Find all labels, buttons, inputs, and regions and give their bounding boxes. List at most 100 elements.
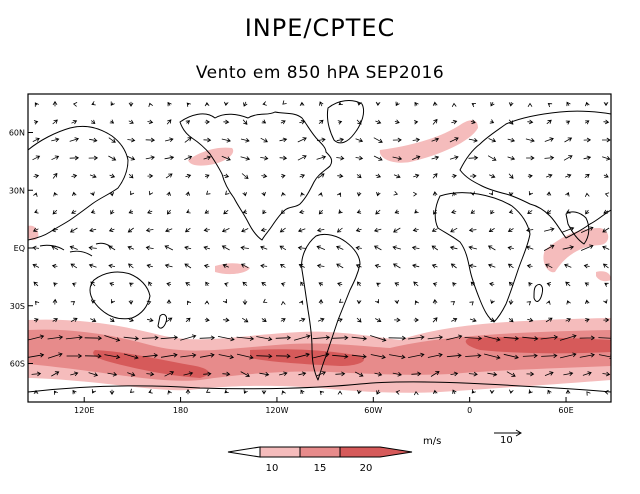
wind-arrow <box>298 263 305 268</box>
wind-arrow <box>47 352 63 359</box>
wind-arrow <box>375 173 382 178</box>
wind-arrow <box>33 120 39 125</box>
wind-arrow <box>357 101 362 106</box>
reference-vector-head <box>515 429 522 437</box>
wind-arrow <box>451 102 457 107</box>
wind-arrow <box>450 263 457 269</box>
wind-arrow <box>128 101 134 107</box>
wind-arrow <box>337 282 343 287</box>
wind-arrow <box>526 263 533 269</box>
wind-arrow <box>375 119 382 125</box>
wind-arrow <box>336 263 344 269</box>
wind-arrow <box>279 263 286 268</box>
wind-arrow <box>167 101 172 107</box>
wind-arrow <box>109 317 115 322</box>
wind-arrow <box>488 191 493 196</box>
wind-arrow <box>336 227 343 233</box>
wind-arrow <box>261 119 267 124</box>
wind-arrow <box>240 263 249 269</box>
wind-arrow <box>147 173 154 179</box>
wind-arrow <box>33 192 38 197</box>
wind-arrow <box>355 227 362 233</box>
wind-arrow <box>508 173 514 179</box>
wind-arrow <box>562 226 575 233</box>
wind-arrow <box>431 227 438 232</box>
wind-arrow <box>280 209 286 214</box>
wind-arrow <box>184 263 192 269</box>
wind-arrow <box>236 336 255 341</box>
wind-arrow <box>464 335 483 341</box>
wind-arrow <box>562 245 575 250</box>
wind-arrow <box>393 173 401 179</box>
wind-arrow <box>392 137 402 143</box>
wind-arrow <box>240 156 251 161</box>
colorbar-seg-3 <box>339 446 413 458</box>
wind-arrow <box>337 120 343 125</box>
wind-arrow <box>281 300 286 306</box>
wind-arrow <box>299 317 306 323</box>
wind-arrow <box>185 173 192 179</box>
wind-arrow <box>546 191 552 196</box>
wind-arrow <box>355 155 364 161</box>
wind-arrow <box>127 227 134 233</box>
wind-arrow <box>90 281 96 287</box>
wind-arrow <box>431 263 438 269</box>
wind-arrow <box>355 138 364 143</box>
wind-arrow <box>413 281 419 287</box>
wind-arrow <box>563 155 573 161</box>
wind-arrow <box>526 245 534 250</box>
wind-arrow <box>222 371 231 377</box>
wind-arrow <box>240 245 249 251</box>
wind-arrow <box>316 245 326 250</box>
wind-arrow <box>427 352 443 358</box>
wind-arrow <box>388 335 407 341</box>
coast-greenland <box>327 100 365 144</box>
wind-arrow <box>431 155 440 161</box>
wind-arrow <box>545 317 553 323</box>
wind-arrow <box>584 192 590 197</box>
wind-arrow <box>318 192 323 197</box>
wind-arrow <box>603 299 608 304</box>
wind-arrow <box>489 389 495 395</box>
wind-arrow <box>110 209 115 215</box>
wind-arrow <box>449 245 458 251</box>
wind-arrow <box>489 281 495 287</box>
wind-arrow <box>199 335 216 341</box>
wind-arrow <box>281 390 286 395</box>
wind-arrow <box>145 137 156 143</box>
wind-arrow <box>242 299 248 306</box>
y-tick-label: 60N <box>9 129 25 138</box>
wind-arrow <box>185 282 191 287</box>
wind-arrow <box>503 336 520 341</box>
wind-arrow <box>375 209 381 215</box>
wind-arrow <box>543 244 555 251</box>
wind-arrow <box>223 119 230 125</box>
wind-arrow <box>28 352 45 358</box>
wind-arrow <box>183 371 194 376</box>
wind-arrow <box>469 317 477 323</box>
wind-arrow <box>203 371 212 377</box>
wind-arrow <box>527 209 533 215</box>
wind-arrow <box>413 173 420 179</box>
wind-arrow <box>565 173 572 179</box>
wind-arrow <box>565 389 571 394</box>
wind-arrow <box>89 173 97 179</box>
wind-arrow <box>297 137 307 143</box>
wind-arrow <box>165 137 174 142</box>
shade-southern-jet-l3-c <box>465 337 611 354</box>
chart-title: INPE/CPTEC <box>244 14 396 42</box>
wind-arrow <box>540 335 559 340</box>
colorbar: 10 15 20 <box>227 446 413 474</box>
wind-arrow <box>487 155 497 161</box>
wind-arrow <box>205 281 210 287</box>
wind-arrow <box>394 119 400 124</box>
wind-arrow <box>71 173 78 179</box>
wind-arrow <box>221 155 231 161</box>
wind-arrow <box>223 317 230 323</box>
wind-arrow <box>281 191 286 197</box>
wind-arrow <box>299 300 304 305</box>
wind-arrow <box>107 372 118 377</box>
wind-arrow <box>203 227 210 233</box>
wind-arrow <box>204 119 210 125</box>
wind-arrow <box>129 388 135 394</box>
